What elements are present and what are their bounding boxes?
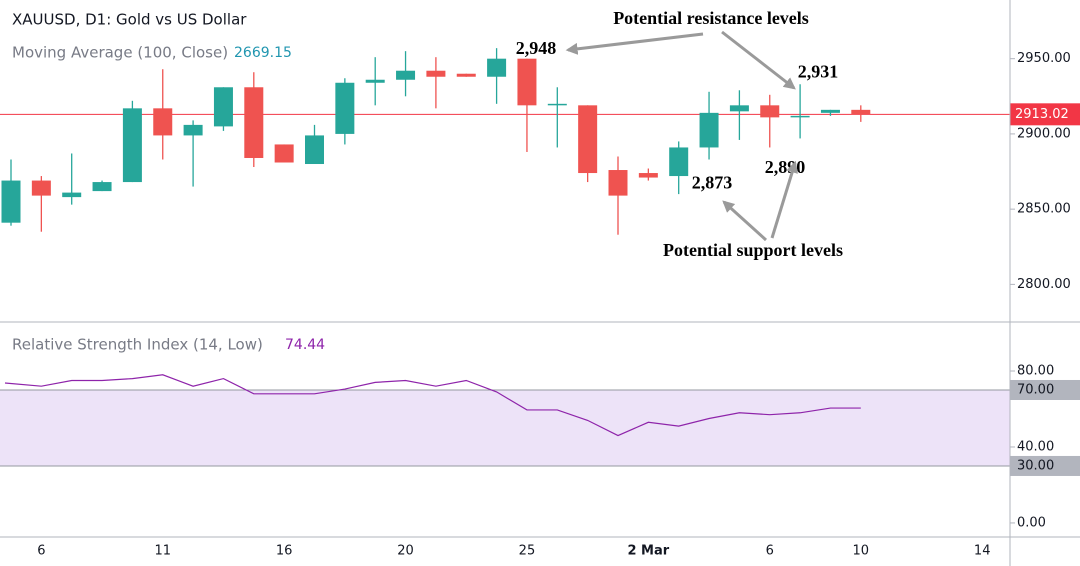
candle-body xyxy=(608,170,628,196)
indicator-value: 2669.15 xyxy=(234,45,292,61)
candle-body xyxy=(456,73,476,77)
rsi-value: 74.44 xyxy=(285,337,325,353)
band-label: 30.00 xyxy=(1017,458,1054,473)
x-tick-label: 25 xyxy=(519,544,536,559)
y-tick-label: 2950.00 xyxy=(1017,51,1071,66)
y-tick-label: 40.00 xyxy=(1017,439,1054,454)
candle-body xyxy=(305,135,324,165)
candle-body xyxy=(426,70,446,77)
candle-body xyxy=(669,147,689,177)
candle-body xyxy=(851,109,871,115)
chart-title: XAUUSD, D1: Gold vs US Dollar xyxy=(12,11,247,29)
x-tick-label: 10 xyxy=(853,544,870,559)
candle-body xyxy=(487,58,507,77)
rsi-band xyxy=(0,389,1010,466)
x-tick-label: 2 Mar xyxy=(627,544,669,559)
candle-body xyxy=(31,180,51,196)
candle-body xyxy=(153,108,173,136)
arrows xyxy=(565,30,798,242)
candle-body xyxy=(365,79,385,83)
back-layer xyxy=(0,113,1010,467)
band-label-box xyxy=(1010,379,1080,400)
annotation: 2,890 xyxy=(765,157,806,177)
annotation: 2,873 xyxy=(692,173,733,193)
x-tick-label: 6 xyxy=(37,544,45,559)
y-tick-label: 2850.00 xyxy=(1017,202,1071,217)
candle-body xyxy=(1,180,21,223)
main-layer: 2800.00 2850.00 2900.00 2950.00 0.00 40.00 80.… xyxy=(1,38,1080,559)
arrow xyxy=(770,160,798,239)
rsi-title: Relative Strength Index (14, Low) xyxy=(12,336,263,354)
candle-body xyxy=(92,182,112,192)
candle-body xyxy=(213,87,233,127)
price-label-box xyxy=(1010,103,1080,126)
band-label: 70.00 xyxy=(1017,382,1054,397)
arrow xyxy=(721,30,796,90)
candle-body xyxy=(820,109,840,113)
candle-body xyxy=(790,115,810,118)
y-tick-label: 80.00 xyxy=(1017,364,1054,379)
indicator-label: Moving Average (100, Close) xyxy=(12,44,228,62)
candle-body xyxy=(517,58,537,106)
price-label: 2913.02 xyxy=(1015,107,1069,122)
candle-body xyxy=(274,144,294,163)
y-tick-label: 2900.00 xyxy=(1017,126,1071,141)
arrow xyxy=(722,200,768,242)
note: Potential support levels xyxy=(663,240,843,260)
x-tick-label: 6 xyxy=(766,544,774,559)
x-tick-label: 11 xyxy=(154,544,171,559)
x-tick-label: 14 xyxy=(974,544,991,559)
candle-body xyxy=(699,112,719,148)
candle-body xyxy=(638,173,658,178)
candle-body xyxy=(62,192,82,198)
x-tick-label: 16 xyxy=(276,544,293,559)
note: Potential resistance levels xyxy=(613,8,809,28)
candle-body xyxy=(244,87,264,158)
y-tick-label: 2800.00 xyxy=(1017,277,1071,292)
annotation: 2,948 xyxy=(516,38,557,58)
x-tick-label: 20 xyxy=(397,544,414,559)
rsi-line xyxy=(4,374,861,437)
annotation: 2,931 xyxy=(798,61,839,81)
candle-body xyxy=(396,70,416,80)
candle-body xyxy=(760,105,780,118)
candle-body xyxy=(547,103,567,106)
candle-body xyxy=(729,105,749,112)
y-tick-label: 0.00 xyxy=(1017,515,1046,530)
candle-body xyxy=(578,105,598,174)
candle-body xyxy=(335,82,355,134)
candle-body xyxy=(183,124,203,136)
candle-body xyxy=(122,108,142,183)
band-label-box xyxy=(1010,455,1080,476)
arrow xyxy=(565,32,704,55)
